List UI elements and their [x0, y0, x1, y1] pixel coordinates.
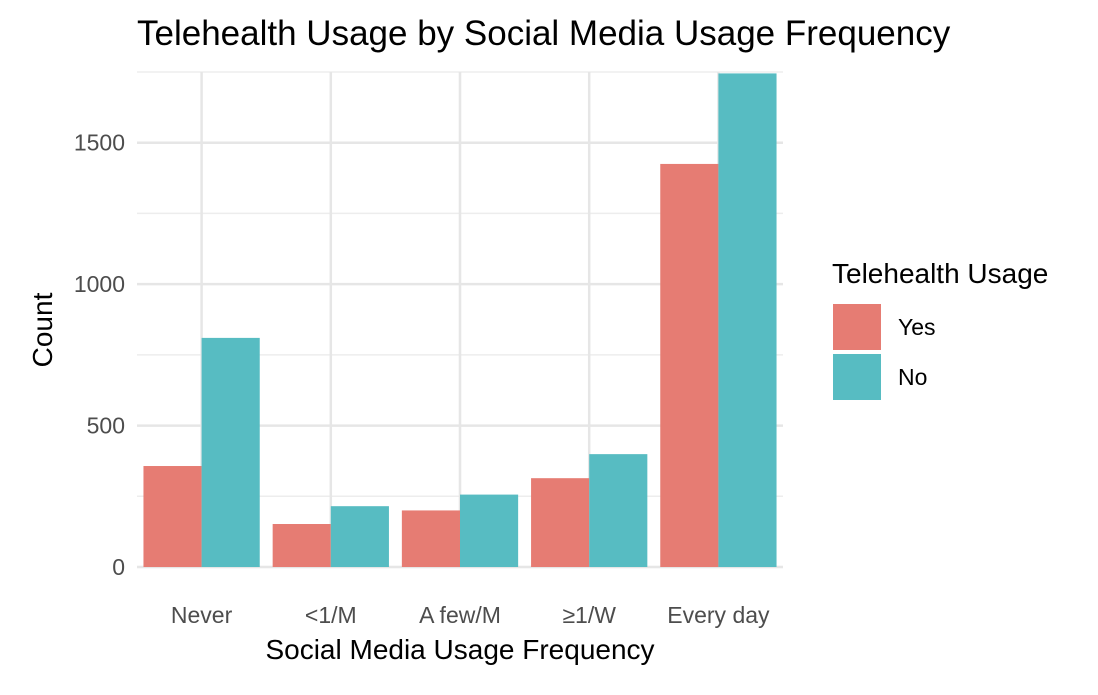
y-tick-label: 500 [87, 413, 125, 439]
chart-title: Telehealth Usage by Social Media Usage F… [137, 14, 951, 53]
axis-layer: 0 500 1000 1500 Never <1/M A few/M ≥1/W Every da… [74, 130, 770, 628]
x-tick-label: A few/M [419, 602, 501, 628]
bar-yes [272, 524, 331, 567]
legend-swatch-yes [833, 304, 881, 350]
bar-yes [401, 510, 460, 567]
y-tick-label: 0 [112, 554, 125, 580]
legend-swatch-no [833, 354, 881, 400]
x-tick-label: Every day [667, 602, 770, 628]
bar-no [201, 337, 260, 567]
legend-label-no: No [898, 364, 927, 390]
y-tick-label: 1500 [74, 130, 125, 156]
x-axis-title: Social Media Usage Frequency [265, 634, 654, 665]
y-axis-title: Count [27, 292, 58, 367]
legend: Telehealth Usage Yes No [832, 258, 1048, 400]
legend-items: Yes No [833, 304, 936, 400]
bars-layer [143, 73, 777, 568]
bar-no [460, 494, 519, 567]
bar-yes [660, 163, 719, 567]
bar-no [589, 454, 648, 567]
x-tick-label: ≥1/W [562, 602, 616, 628]
x-tick-label: <1/M [305, 602, 357, 628]
x-tick-label: Never [171, 602, 233, 628]
legend-title: Telehealth Usage [832, 258, 1048, 289]
bar-yes [143, 466, 202, 567]
bar-yes [531, 478, 590, 567]
bar-no [718, 73, 777, 568]
legend-label-yes: Yes [898, 314, 936, 340]
bar-no [330, 506, 389, 567]
y-tick-label: 1000 [74, 271, 125, 297]
